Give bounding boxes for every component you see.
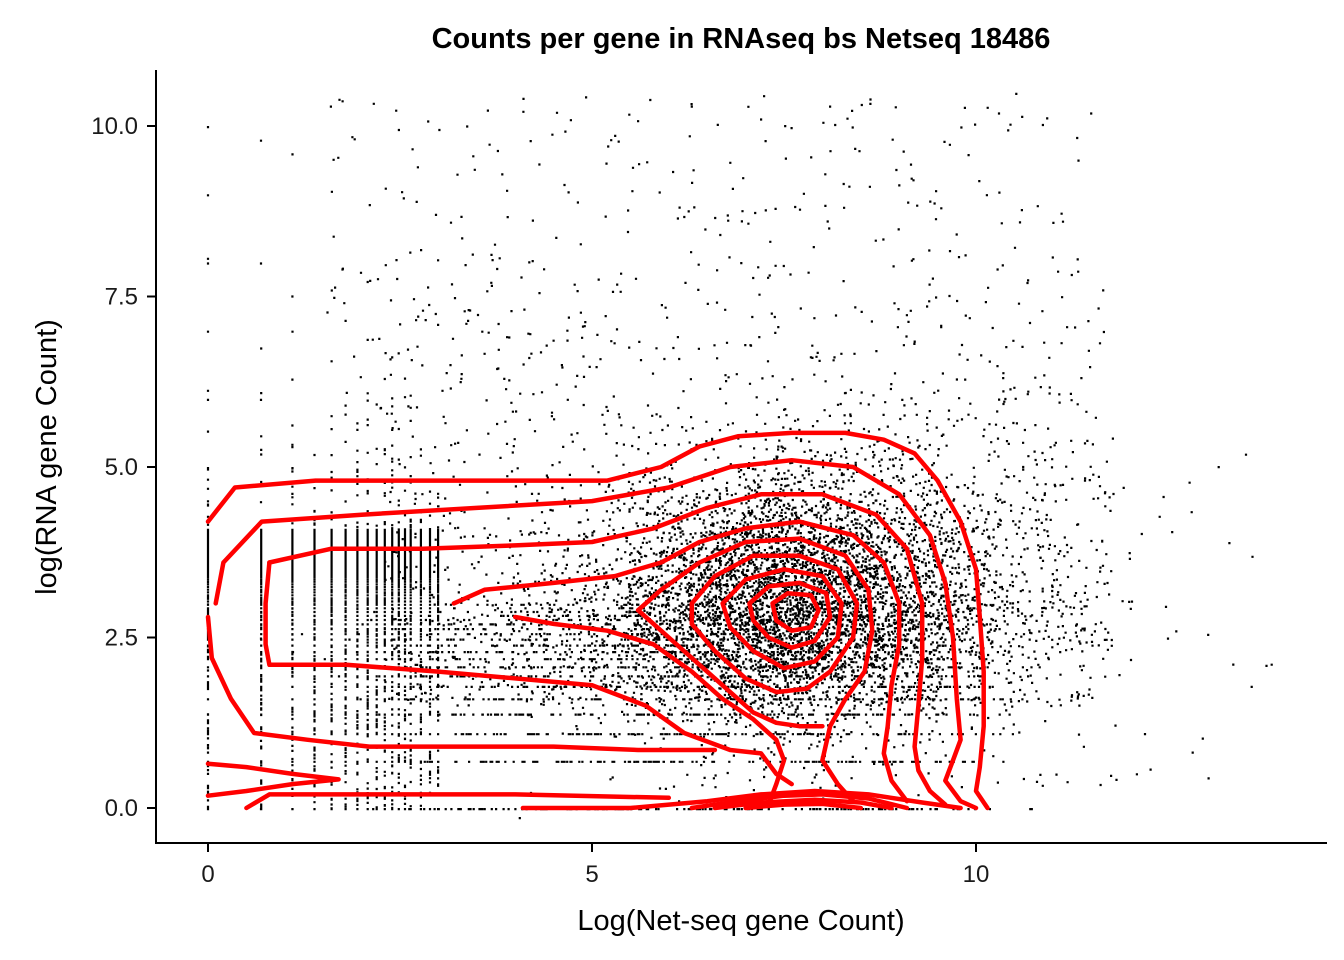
density-contour-line: [720, 567, 844, 671]
density-contour-line: [205, 761, 341, 798]
y-ticks: 0.0 2.5 5.0 7.5 10.0: [91, 113, 156, 822]
x-tick-label: 5: [585, 861, 598, 888]
y-tick-label: 10.0: [91, 113, 138, 140]
y-tick-label: 0.0: [105, 795, 138, 822]
density-contours-layer: [205, 430, 990, 811]
density-contour-line: [689, 553, 860, 695]
y-tick-label: 7.5: [105, 284, 138, 311]
y-axis-title: log(RNA gene Count): [31, 319, 63, 595]
density-contour-line: [689, 792, 910, 811]
chart-title: Counts per gene in RNAseq bs Netseq 1848…: [432, 23, 1051, 55]
density-contour-line: [267, 492, 948, 807]
y-tick-label: 2.5: [105, 625, 138, 652]
axes: [155, 70, 1327, 844]
density-contour-line: [451, 519, 910, 804]
x-tick-label: 0: [201, 861, 214, 888]
density-contour-line: [747, 580, 833, 650]
density-contour-line: [520, 788, 963, 811]
density-contour-line: [205, 430, 990, 811]
density-contour-line: [712, 797, 894, 811]
density-contour-line: [205, 614, 718, 753]
density-contour-line: [743, 801, 864, 811]
data-point-cloud: [206, 92, 1273, 820]
x-axis-title: Log(Net-seq gene Count): [577, 905, 904, 937]
density-contour-line: [770, 590, 821, 633]
y-tick-label: 5.0: [105, 454, 138, 481]
density-contour-line: [512, 614, 787, 807]
density-contour-line: [263, 560, 794, 787]
density-contour-line: [213, 457, 979, 811]
density-contour-line: [635, 536, 875, 804]
x-ticks: 0 5 10: [201, 843, 989, 888]
x-tick-label: 10: [963, 861, 990, 888]
density-contour-line: [244, 792, 672, 811]
points-layer: [206, 92, 1273, 820]
density-contour-line: [635, 607, 825, 729]
